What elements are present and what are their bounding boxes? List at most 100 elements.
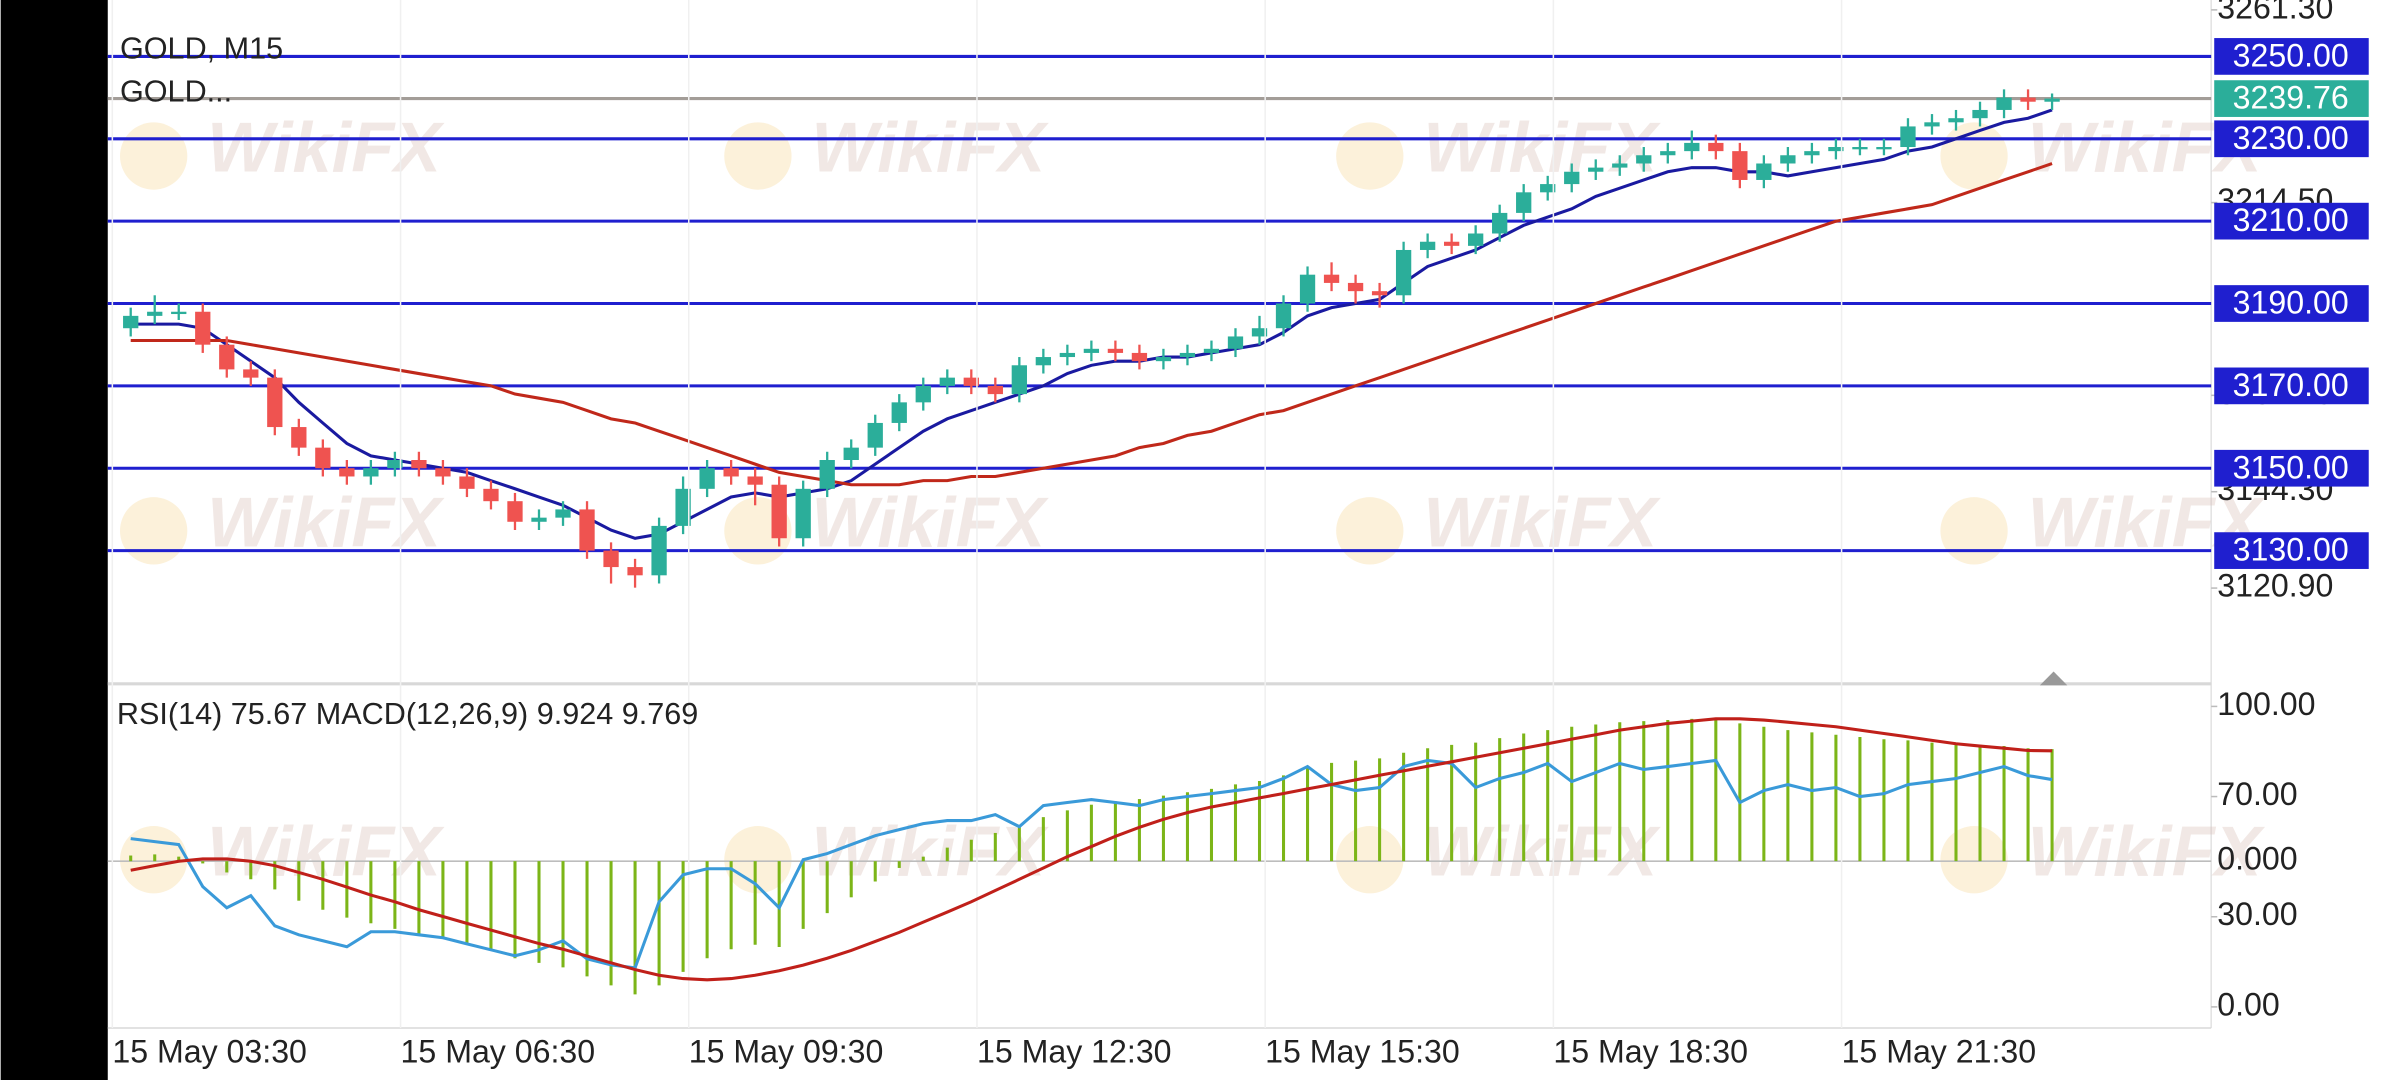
level-label: 3210.00	[2233, 202, 2349, 238]
watermark: WikiFX	[207, 108, 445, 187]
candle-body	[363, 468, 379, 477]
candle-body	[1540, 184, 1556, 193]
candle-body	[1612, 163, 1628, 168]
candle-body	[1828, 147, 1844, 152]
watermark: WikiFX	[207, 482, 445, 561]
watermark-logo	[1940, 497, 2008, 565]
candle-body	[963, 377, 979, 386]
candle-body	[915, 385, 931, 403]
candle-body	[1395, 249, 1412, 296]
candle-body	[171, 311, 187, 315]
rsi-tick-label: 70.00	[2217, 776, 2297, 812]
candle-body	[843, 447, 859, 461]
candle-body	[651, 525, 667, 576]
level-box	[2214, 202, 2369, 240]
moving-average	[130, 108, 2053, 540]
time-label: 15 May 09:30	[689, 1033, 884, 1069]
level-box	[2214, 38, 2369, 75]
candle-body	[1564, 171, 1580, 185]
candle-body	[219, 344, 235, 370]
candle-body	[1492, 212, 1508, 234]
last-price-box	[2214, 80, 2369, 117]
price-tick-label: 3261.30	[2217, 0, 2333, 25]
candle-body	[1852, 147, 1868, 150]
level-box	[2214, 449, 2369, 487]
watermark: WikiFX	[811, 108, 1049, 187]
candle-body	[1468, 233, 1484, 246]
watermark: WikiFX	[1423, 108, 1661, 187]
candle-body	[1924, 122, 1940, 127]
watermark: WikiFX	[1423, 811, 1661, 890]
time-label: 15 May 06:30	[401, 1033, 596, 1069]
candle-body	[243, 369, 259, 378]
candle-body	[1155, 357, 1172, 362]
watermark: WikiFX	[2028, 811, 2266, 890]
last-price-label: 3239.76	[2233, 80, 2349, 116]
time-label: 15 May 15:30	[1265, 1033, 1460, 1069]
level-label: 3250.00	[2233, 37, 2349, 73]
candle-body	[2020, 97, 2036, 102]
candle-body	[555, 509, 571, 518]
time-label: 15 May 12:30	[977, 1033, 1172, 1069]
candle-body	[411, 460, 427, 469]
level-label: 3150.00	[2233, 449, 2349, 485]
candle-body	[2044, 98, 2060, 102]
candle-body	[1275, 303, 1292, 329]
candle-body	[1035, 357, 1052, 366]
candle-body	[1780, 155, 1796, 164]
candle-body	[459, 476, 475, 489]
candle-body	[1131, 352, 1148, 362]
candle-body	[1996, 97, 2012, 110]
candle-body	[1347, 282, 1364, 292]
candle-body	[1684, 142, 1700, 152]
candle-body	[1083, 348, 1100, 353]
candle-body	[291, 427, 307, 448]
watermark-logo	[120, 497, 188, 565]
candle-body	[795, 488, 811, 539]
candle-body	[699, 468, 715, 489]
candle-body	[339, 468, 355, 477]
candle-body	[435, 468, 451, 477]
candle-body	[267, 377, 283, 428]
watermark-logo	[724, 122, 792, 190]
candle-body	[819, 460, 835, 489]
candle-body	[1371, 291, 1388, 296]
watermark: WikiFX	[1423, 482, 1661, 561]
candle-body	[1251, 328, 1268, 337]
panel-resize-handle[interactable]	[2039, 671, 2068, 686]
macd-tick-label: 0.000	[2217, 841, 2297, 877]
time-label: 15 May 18:30	[1553, 1033, 1748, 1069]
level-label: 3170.00	[2233, 367, 2349, 403]
candle-body	[1804, 151, 1820, 156]
candle-body	[1323, 274, 1340, 283]
candle-body	[891, 402, 907, 423]
watermark-logo	[1336, 122, 1404, 190]
candle-body	[627, 567, 643, 576]
candle-body	[507, 501, 523, 522]
chart-title: GOLD, M15	[120, 32, 283, 66]
candle-body	[1876, 147, 1892, 150]
watermark-logo	[1336, 497, 1404, 565]
level-label: 3130.00	[2233, 532, 2349, 568]
moving-average	[130, 162, 2053, 487]
candle-body	[675, 488, 691, 526]
candle-body	[147, 311, 163, 316]
indicator-line	[130, 717, 2053, 982]
candle-body	[1708, 142, 1724, 152]
candle-body	[315, 447, 331, 469]
level-label: 3230.00	[2233, 120, 2349, 156]
left-bezel	[0, 0, 108, 1080]
candle-body	[1900, 126, 1916, 148]
candle-body	[1203, 348, 1220, 353]
candle-body	[1419, 241, 1436, 250]
level-box	[2214, 367, 2369, 405]
candle-body	[1972, 109, 1988, 119]
candle-body	[531, 517, 547, 522]
time-label: 15 May 03:30	[112, 1033, 307, 1069]
candle-body	[867, 422, 883, 448]
candle-body	[603, 550, 619, 568]
watermark-logo	[1940, 826, 2008, 894]
candle-body	[195, 311, 211, 345]
